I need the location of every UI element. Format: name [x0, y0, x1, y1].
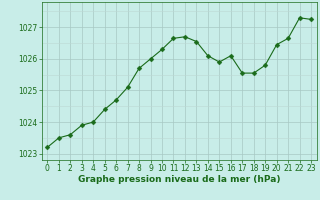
X-axis label: Graphe pression niveau de la mer (hPa): Graphe pression niveau de la mer (hPa) — [78, 175, 280, 184]
